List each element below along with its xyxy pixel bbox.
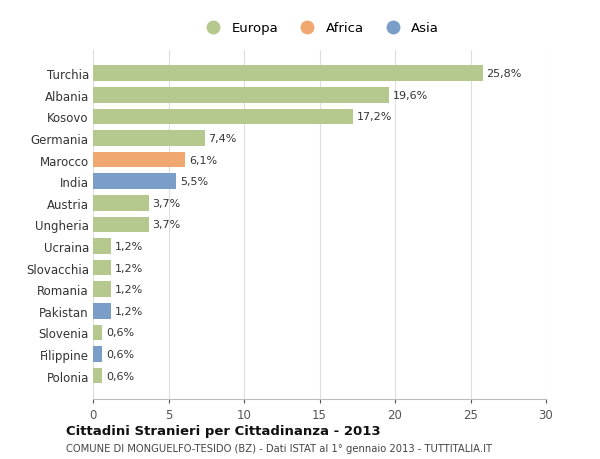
- Text: Cittadini Stranieri per Cittadinanza - 2013: Cittadini Stranieri per Cittadinanza - 2…: [66, 424, 380, 437]
- Bar: [93, 174, 176, 190]
- Bar: [93, 196, 149, 211]
- Text: 19,6%: 19,6%: [393, 91, 428, 101]
- Bar: [93, 303, 111, 319]
- Text: 0,6%: 0,6%: [106, 328, 134, 338]
- Bar: [93, 282, 111, 297]
- Legend: Europa, Africa, Asia: Europa, Africa, Asia: [200, 22, 439, 35]
- Bar: [93, 217, 149, 233]
- Bar: [93, 347, 102, 362]
- Text: 1,2%: 1,2%: [115, 263, 143, 273]
- Text: 0,6%: 0,6%: [106, 371, 134, 381]
- Bar: [93, 239, 111, 254]
- Text: COMUNE DI MONGUELFO-TESIDO (BZ) - Dati ISTAT al 1° gennaio 2013 - TUTTITALIA.IT: COMUNE DI MONGUELFO-TESIDO (BZ) - Dati I…: [66, 443, 492, 453]
- Bar: [93, 109, 353, 125]
- Text: 5,5%: 5,5%: [180, 177, 208, 187]
- Bar: [93, 67, 482, 82]
- Bar: [93, 88, 389, 103]
- Text: 0,6%: 0,6%: [106, 349, 134, 359]
- Bar: [93, 325, 102, 341]
- Text: 1,2%: 1,2%: [115, 285, 143, 295]
- Text: 25,8%: 25,8%: [487, 69, 522, 79]
- Bar: [93, 131, 205, 146]
- Text: 3,7%: 3,7%: [152, 220, 181, 230]
- Bar: [93, 368, 102, 383]
- Bar: [93, 260, 111, 276]
- Text: 3,7%: 3,7%: [152, 198, 181, 208]
- Text: 7,4%: 7,4%: [209, 134, 237, 144]
- Text: 17,2%: 17,2%: [356, 112, 392, 122]
- Text: 1,2%: 1,2%: [115, 306, 143, 316]
- Text: 1,2%: 1,2%: [115, 241, 143, 252]
- Text: 6,1%: 6,1%: [189, 155, 217, 165]
- Bar: [93, 152, 185, 168]
